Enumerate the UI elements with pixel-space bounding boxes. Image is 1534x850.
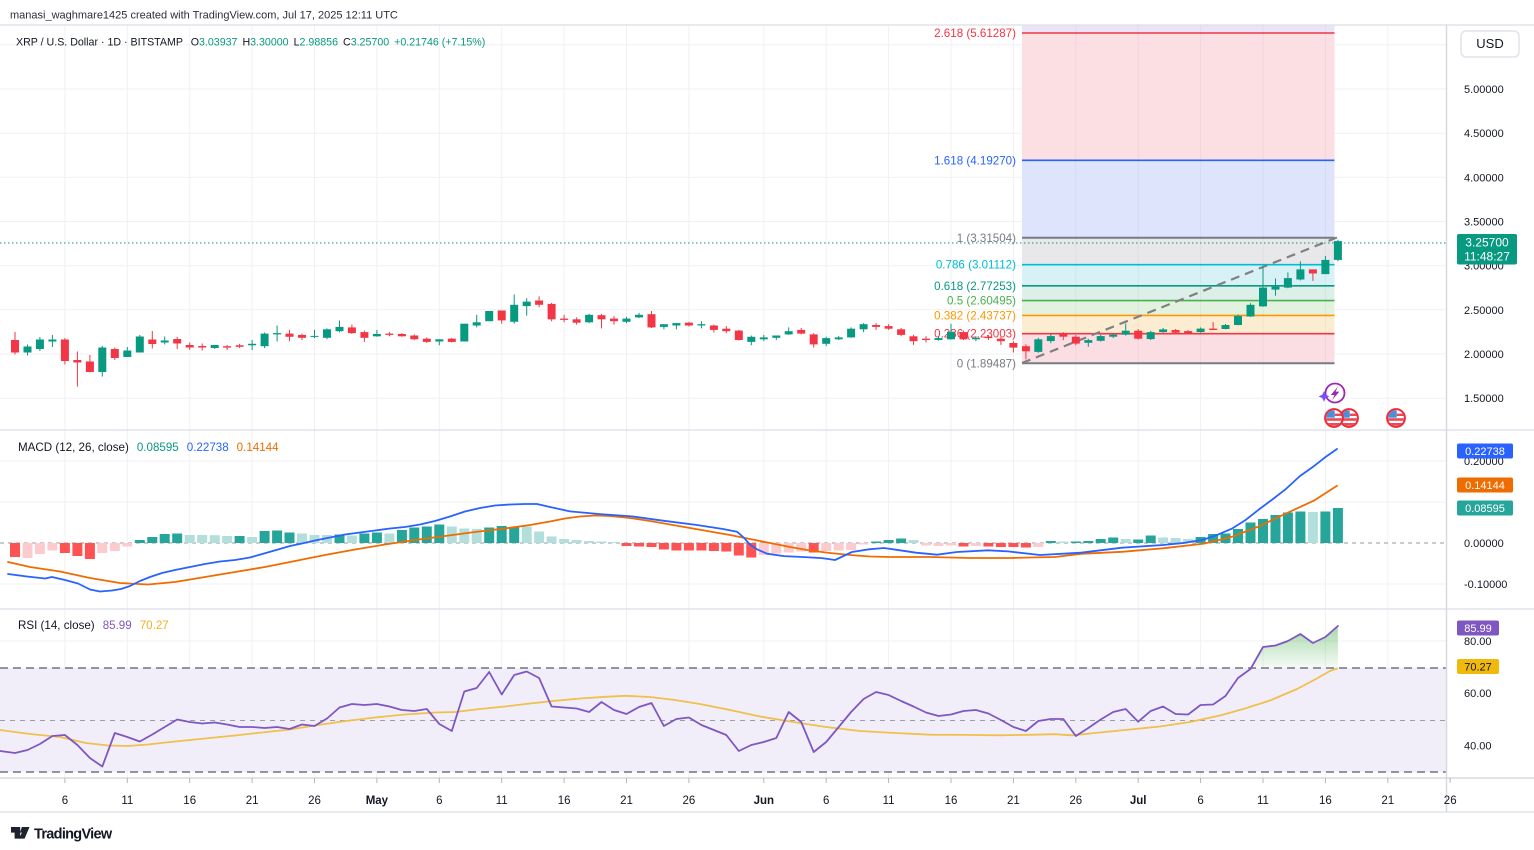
svg-text:manasi_waghmare1425 created wi: manasi_waghmare1425 created with Trading… <box>10 10 398 22</box>
svg-text:11: 11 <box>121 795 133 807</box>
svg-text:6: 6 <box>823 795 829 807</box>
svg-text:0.20000: 0.20000 <box>1464 456 1504 468</box>
svg-text:3.25700: 3.25700 <box>1465 236 1509 250</box>
svg-text:TradingView: TradingView <box>34 827 113 843</box>
svg-text:11:48:27: 11:48:27 <box>1464 250 1510 264</box>
svg-text:85.99: 85.99 <box>1464 623 1492 635</box>
svg-text:1.50000: 1.50000 <box>1464 393 1504 405</box>
svg-text:16: 16 <box>1319 795 1332 807</box>
svg-text:6: 6 <box>1197 795 1203 807</box>
svg-text:26: 26 <box>1444 795 1457 807</box>
svg-text:2.00000: 2.00000 <box>1464 349 1504 361</box>
svg-text:40.00: 40.00 <box>1464 741 1492 753</box>
svg-text:0.382 (2.43737): 0.382 (2.43737) <box>934 309 1016 322</box>
svg-text:60.00: 60.00 <box>1464 688 1492 700</box>
svg-text:USD: USD <box>1476 36 1503 51</box>
svg-text:26: 26 <box>683 795 696 807</box>
svg-text:0.14144: 0.14144 <box>1465 480 1505 492</box>
svg-text:4.00000: 4.00000 <box>1464 172 1504 184</box>
svg-text:4.50000: 4.50000 <box>1464 128 1504 140</box>
svg-text:0 (1.89487): 0 (1.89487) <box>957 357 1016 370</box>
svg-text:21: 21 <box>246 795 259 807</box>
svg-text:11: 11 <box>1257 795 1269 807</box>
svg-text:2.618 (5.61287): 2.618 (5.61287) <box>934 27 1016 40</box>
svg-text:21: 21 <box>1381 795 1394 807</box>
svg-text:XRP / U.S. Dollar · 1D · BITST: XRP / U.S. Dollar · 1D · BITSTAMP O3.039… <box>16 37 485 49</box>
svg-text:16: 16 <box>183 795 196 807</box>
svg-text:21: 21 <box>620 795 633 807</box>
svg-text:2.50000: 2.50000 <box>1464 305 1504 317</box>
svg-text:16: 16 <box>945 795 958 807</box>
svg-text:0.00000: 0.00000 <box>1464 538 1504 550</box>
svg-text:Jul: Jul <box>1130 795 1147 807</box>
svg-text:1.618 (4.19270): 1.618 (4.19270) <box>934 154 1016 167</box>
svg-text:0.618 (2.77253): 0.618 (2.77253) <box>934 280 1016 293</box>
svg-text:3.50000: 3.50000 <box>1464 217 1504 229</box>
svg-text:0.5 (2.60495): 0.5 (2.60495) <box>947 295 1016 308</box>
svg-text:0.786 (3.01112): 0.786 (3.01112) <box>936 259 1016 272</box>
svg-text:16: 16 <box>558 795 571 807</box>
svg-text:0.22738: 0.22738 <box>1465 446 1505 458</box>
svg-text:21: 21 <box>1007 795 1020 807</box>
svg-text:6: 6 <box>62 795 68 807</box>
svg-text:Jun: Jun <box>754 795 774 807</box>
svg-text:May: May <box>366 795 389 807</box>
svg-text:0.08595: 0.08595 <box>1465 503 1505 515</box>
svg-text:-0.10000: -0.10000 <box>1464 579 1507 591</box>
svg-text:70.27: 70.27 <box>1464 662 1492 674</box>
svg-text:80.00: 80.00 <box>1464 636 1492 648</box>
svg-text:11: 11 <box>496 795 508 807</box>
svg-text:11: 11 <box>883 795 895 807</box>
svg-text:26: 26 <box>1069 795 1082 807</box>
svg-text:6: 6 <box>436 795 442 807</box>
svg-text:26: 26 <box>308 795 321 807</box>
svg-text:1 (3.31504): 1 (3.31504) <box>957 232 1016 245</box>
svg-text:5.00000: 5.00000 <box>1464 84 1504 96</box>
